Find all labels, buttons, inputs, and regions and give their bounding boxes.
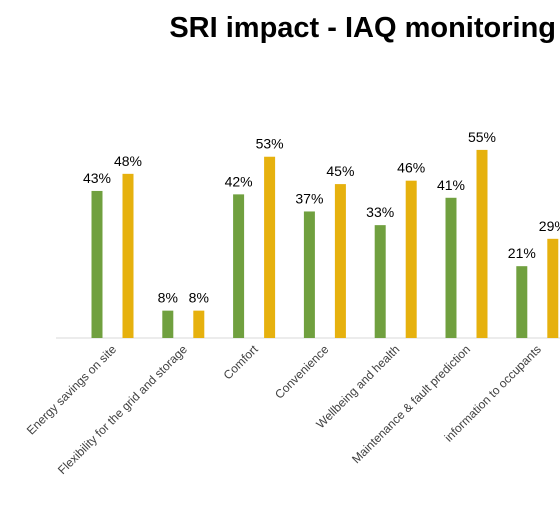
bar-information-to-occupants-series-2: [547, 238, 559, 338]
data-label-flexibility-for-the-grid-and-storage-series-2: 8%: [189, 290, 209, 306]
data-label-energy-savings-on-site-series-2: 48%: [114, 153, 142, 169]
bar-convenience-series-1: [303, 211, 315, 338]
bar-maintenance-fault-prediction-series-1: [445, 197, 457, 338]
bar-flexibility-for-the-grid-and-storage-series-2: [193, 310, 205, 338]
data-label-information-to-occupants-series-2: 29%: [539, 218, 560, 234]
bar-flexibility-for-the-grid-and-storage-series-1: [162, 310, 174, 338]
bar-energy-savings-on-site-series-2: [122, 173, 134, 338]
category-label-flexibility-for-the-grid-and-storage: Flexibility for the grid and storage: [55, 342, 190, 477]
data-label-convenience-series-1: 37%: [295, 190, 323, 206]
chart-title: SRI impact - IAQ monitoring: [169, 12, 556, 44]
bar-comfort-series-2: [264, 156, 276, 338]
bar-wellbeing-and-health-series-1: [374, 225, 386, 338]
bar-wellbeing-and-health-series-2: [405, 180, 417, 338]
bar-maintenance-fault-prediction-series-2: [476, 149, 488, 338]
category-label-maintenance-fault-prediction: Maintenance & fault prediction: [349, 342, 473, 466]
data-label-convenience-series-2: 45%: [326, 163, 354, 179]
data-label-comfort-series-2: 53%: [256, 136, 284, 152]
category-label-comfort: Comfort: [221, 342, 262, 383]
bar-information-to-occupants-series-1: [516, 266, 528, 338]
category-label-convenience: Convenience: [272, 342, 332, 402]
bar-energy-savings-on-site-series-1: [91, 190, 103, 338]
data-label-maintenance-fault-prediction-series-2: 55%: [468, 129, 496, 145]
data-label-wellbeing-and-health-series-2: 46%: [397, 160, 425, 176]
data-label-wellbeing-and-health-series-1: 33%: [366, 204, 394, 220]
data-label-flexibility-for-the-grid-and-storage-series-1: 8%: [158, 290, 178, 306]
bar-comfort-series-1: [233, 194, 245, 338]
bar-convenience-series-2: [334, 184, 346, 338]
data-label-maintenance-fault-prediction-series-1: 41%: [437, 177, 465, 193]
data-labels-layer: 43%48% 8% 8% 42% 53% 37%45% 33% 46% 41% 55% 21%29%: [83, 129, 560, 306]
data-label-information-to-occupants-series-1: 21%: [508, 245, 536, 261]
bars-layer: [91, 149, 559, 338]
data-label-comfort-series-1: 42%: [225, 173, 253, 189]
data-label-energy-savings-on-site-series-1: 43%: [83, 170, 111, 186]
